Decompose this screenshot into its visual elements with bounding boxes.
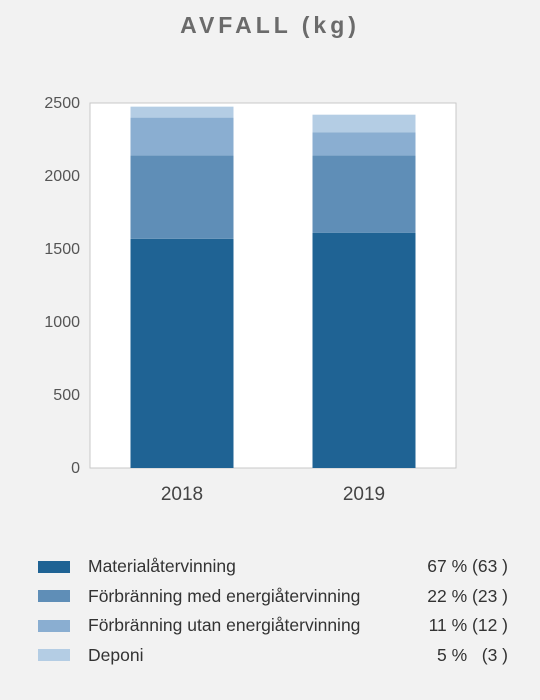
legend-swatch [38, 560, 70, 573]
legend-value: 11 % (12 ) [428, 615, 508, 636]
legend-label: Deponi [88, 644, 144, 665]
legend-label: Förbränning med energiåtervinning [88, 585, 361, 606]
legend-value: 67 % (63 ) [427, 556, 508, 577]
legend-swatch [38, 649, 70, 662]
legend-item: Materialåtervinning 67 % (63 ) [38, 552, 508, 582]
legend-item: Förbränning med energiåtervinning 22 % (2… [38, 582, 508, 612]
legend-item: Deponi 5 % (3 ) [38, 641, 508, 671]
y-tick-label: 2000 [44, 168, 80, 185]
legend-value: 22 % (23 ) [427, 585, 508, 606]
legend-value: 5 % (3 ) [437, 644, 508, 665]
legend-swatch [38, 619, 70, 632]
bar-segment [312, 114, 416, 133]
bar-segment [130, 238, 234, 468]
legend-label: Materialåtervinning [88, 556, 236, 577]
stacked-bar-chart: 0 500 1000 1500 2000 2500 2018 2019 [44, 95, 457, 505]
y-tick-label: 500 [53, 387, 80, 404]
y-tick-label: 1000 [44, 314, 80, 331]
bar-segment [312, 155, 416, 233]
x-category-label: 2018 [161, 484, 203, 505]
bar-segment [130, 106, 234, 118]
y-tick-label: 1500 [44, 241, 80, 258]
legend-swatch [38, 590, 70, 603]
bar-segment [312, 132, 416, 156]
bar-segment [312, 232, 416, 468]
bar-segment [130, 117, 234, 156]
legend-item: Förbränning utan energiåtervinning 11 % (… [38, 611, 508, 641]
chart-title: AVFALL (kg) [180, 12, 360, 38]
x-category-label: 2019 [343, 484, 385, 505]
y-tick-label: 0 [71, 460, 80, 477]
bar-segment [130, 155, 234, 239]
y-tick-label: 2500 [44, 95, 80, 112]
legend-label: Förbränning utan energiåtervinning [88, 615, 361, 636]
legend: Materialåtervinning 67 % (63 ) Förbränning… [38, 552, 508, 670]
